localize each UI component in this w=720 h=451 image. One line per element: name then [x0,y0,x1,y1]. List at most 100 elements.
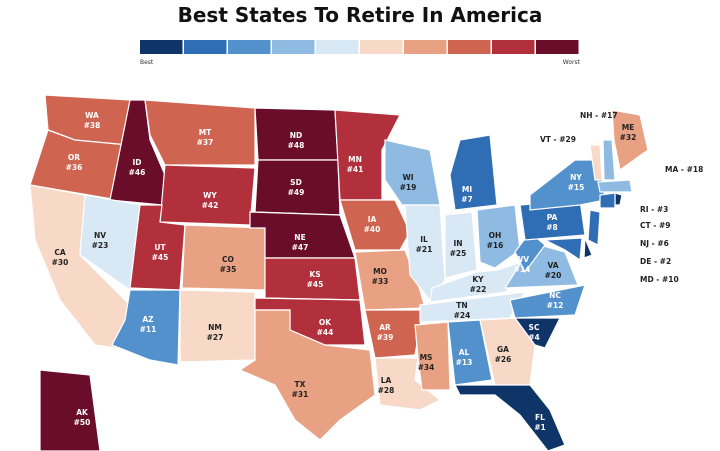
state-rank: #34 [418,363,435,372]
legend: Best Worst [140,40,581,66]
state-rank: #7 [461,195,473,204]
state-abbr: IN [453,239,462,248]
state-rank: #31 [292,390,309,399]
state-rank: #14 [514,265,531,274]
state-abbr: KS [309,270,320,279]
state-abbr: IL [420,235,428,244]
state-shape [589,144,603,181]
state-abbr: OH [489,231,502,240]
state-callout: DE - #2 [640,257,671,266]
state-rank: #8 [546,223,558,232]
state-abbr: MN [348,155,362,164]
state-shape [354,249,426,311]
state-abbr: CA [54,248,66,257]
state-callout: NJ - #6 [640,239,669,248]
legend-swatch [492,40,535,54]
state-abbr: AZ [142,315,154,324]
state-shape [238,309,376,441]
state-callout: NH - #17 [580,111,618,120]
state-shape [144,99,256,166]
state-rank: #21 [416,245,433,254]
state-rank: #50 [74,418,91,427]
state-abbr: ND [290,131,303,140]
state-abbr: MS [420,353,433,362]
state-shape [513,317,561,349]
legend-low-label: Best [140,59,154,66]
state-rank: #27 [207,333,224,342]
state-rank: #47 [292,243,309,252]
state-abbr: TX [295,380,306,389]
state-abbr: SC [529,323,540,332]
state-abbr: NY [570,173,582,182]
legend-swatch [228,40,271,54]
legend-swatch [448,40,491,54]
state-shape [454,384,566,451]
state-shape [611,109,649,172]
state-callout: VT - #29 [540,135,576,144]
state-abbr: OR [68,153,80,162]
state-abbr: AR [379,323,391,332]
state-shape [503,244,579,289]
legend-swatch [360,40,403,54]
state-callout: MA - #18 [665,165,703,174]
state-shape [587,209,601,246]
state-abbr: NE [294,233,305,242]
state-shape [542,237,583,262]
state-rank: #23 [92,241,109,250]
state-rank: #1 [534,423,546,432]
state-abbr: WV [515,255,529,264]
state-rank: #28 [378,386,395,395]
state-abbr: WY [203,191,217,200]
state-rank: #35 [220,265,237,274]
state-shape [583,237,593,259]
state-shape [39,369,101,451]
us-map: WA#38OR#36CA#30ID#46NV#23MT#37WY#42UT#45… [29,94,703,451]
legend-swatch [140,40,183,54]
state-rank: #4 [528,333,540,342]
state-rank: #38 [84,121,101,130]
state-rank: #24 [454,311,471,320]
state-rank: #44 [317,328,334,337]
state-shape [599,192,616,209]
state-shape [414,321,451,391]
legend-high-label: Worst [563,59,581,66]
state-shape [334,109,401,201]
state-abbr: IA [368,215,377,224]
state-abbr: WI [402,173,413,182]
legend-swatch [316,40,359,54]
state-callout: RI - #3 [640,205,668,214]
state-rank: #22 [470,285,487,294]
state-abbr: VA [547,261,558,270]
state-shape [449,134,498,211]
state-abbr: NC [549,291,561,300]
state-rank: #13 [456,358,473,367]
state-rank: #37 [197,138,214,147]
state-abbr: TN [456,301,467,310]
state-rank: #42 [202,201,219,210]
state-abbr: NV [94,231,106,240]
map-title: Best States To Retire In America [178,3,543,27]
state-rank: #26 [495,355,512,364]
state-abbr: WA [85,111,99,120]
state-abbr: PA [547,213,558,222]
state-abbr: NM [208,323,222,332]
state-shape [476,204,521,269]
state-shape [264,257,361,301]
state-abbr: MI [462,185,472,194]
state-abbr: SD [290,178,302,187]
state-abbr: ME [622,123,635,132]
state-shape [602,139,616,181]
state-abbr: FL [535,413,545,422]
state-shape [444,211,478,279]
state-rank: #25 [450,249,467,258]
state-abbr: LA [381,376,392,385]
state-abbr: UT [154,243,166,252]
state-callout: CT - #9 [640,221,670,230]
state-shape [479,317,536,386]
state-rank: #16 [487,241,504,250]
legend-swatch [536,40,579,54]
state-abbr: AL [459,348,470,357]
state-rank: #45 [152,253,169,262]
state-abbr: KY [472,275,484,284]
